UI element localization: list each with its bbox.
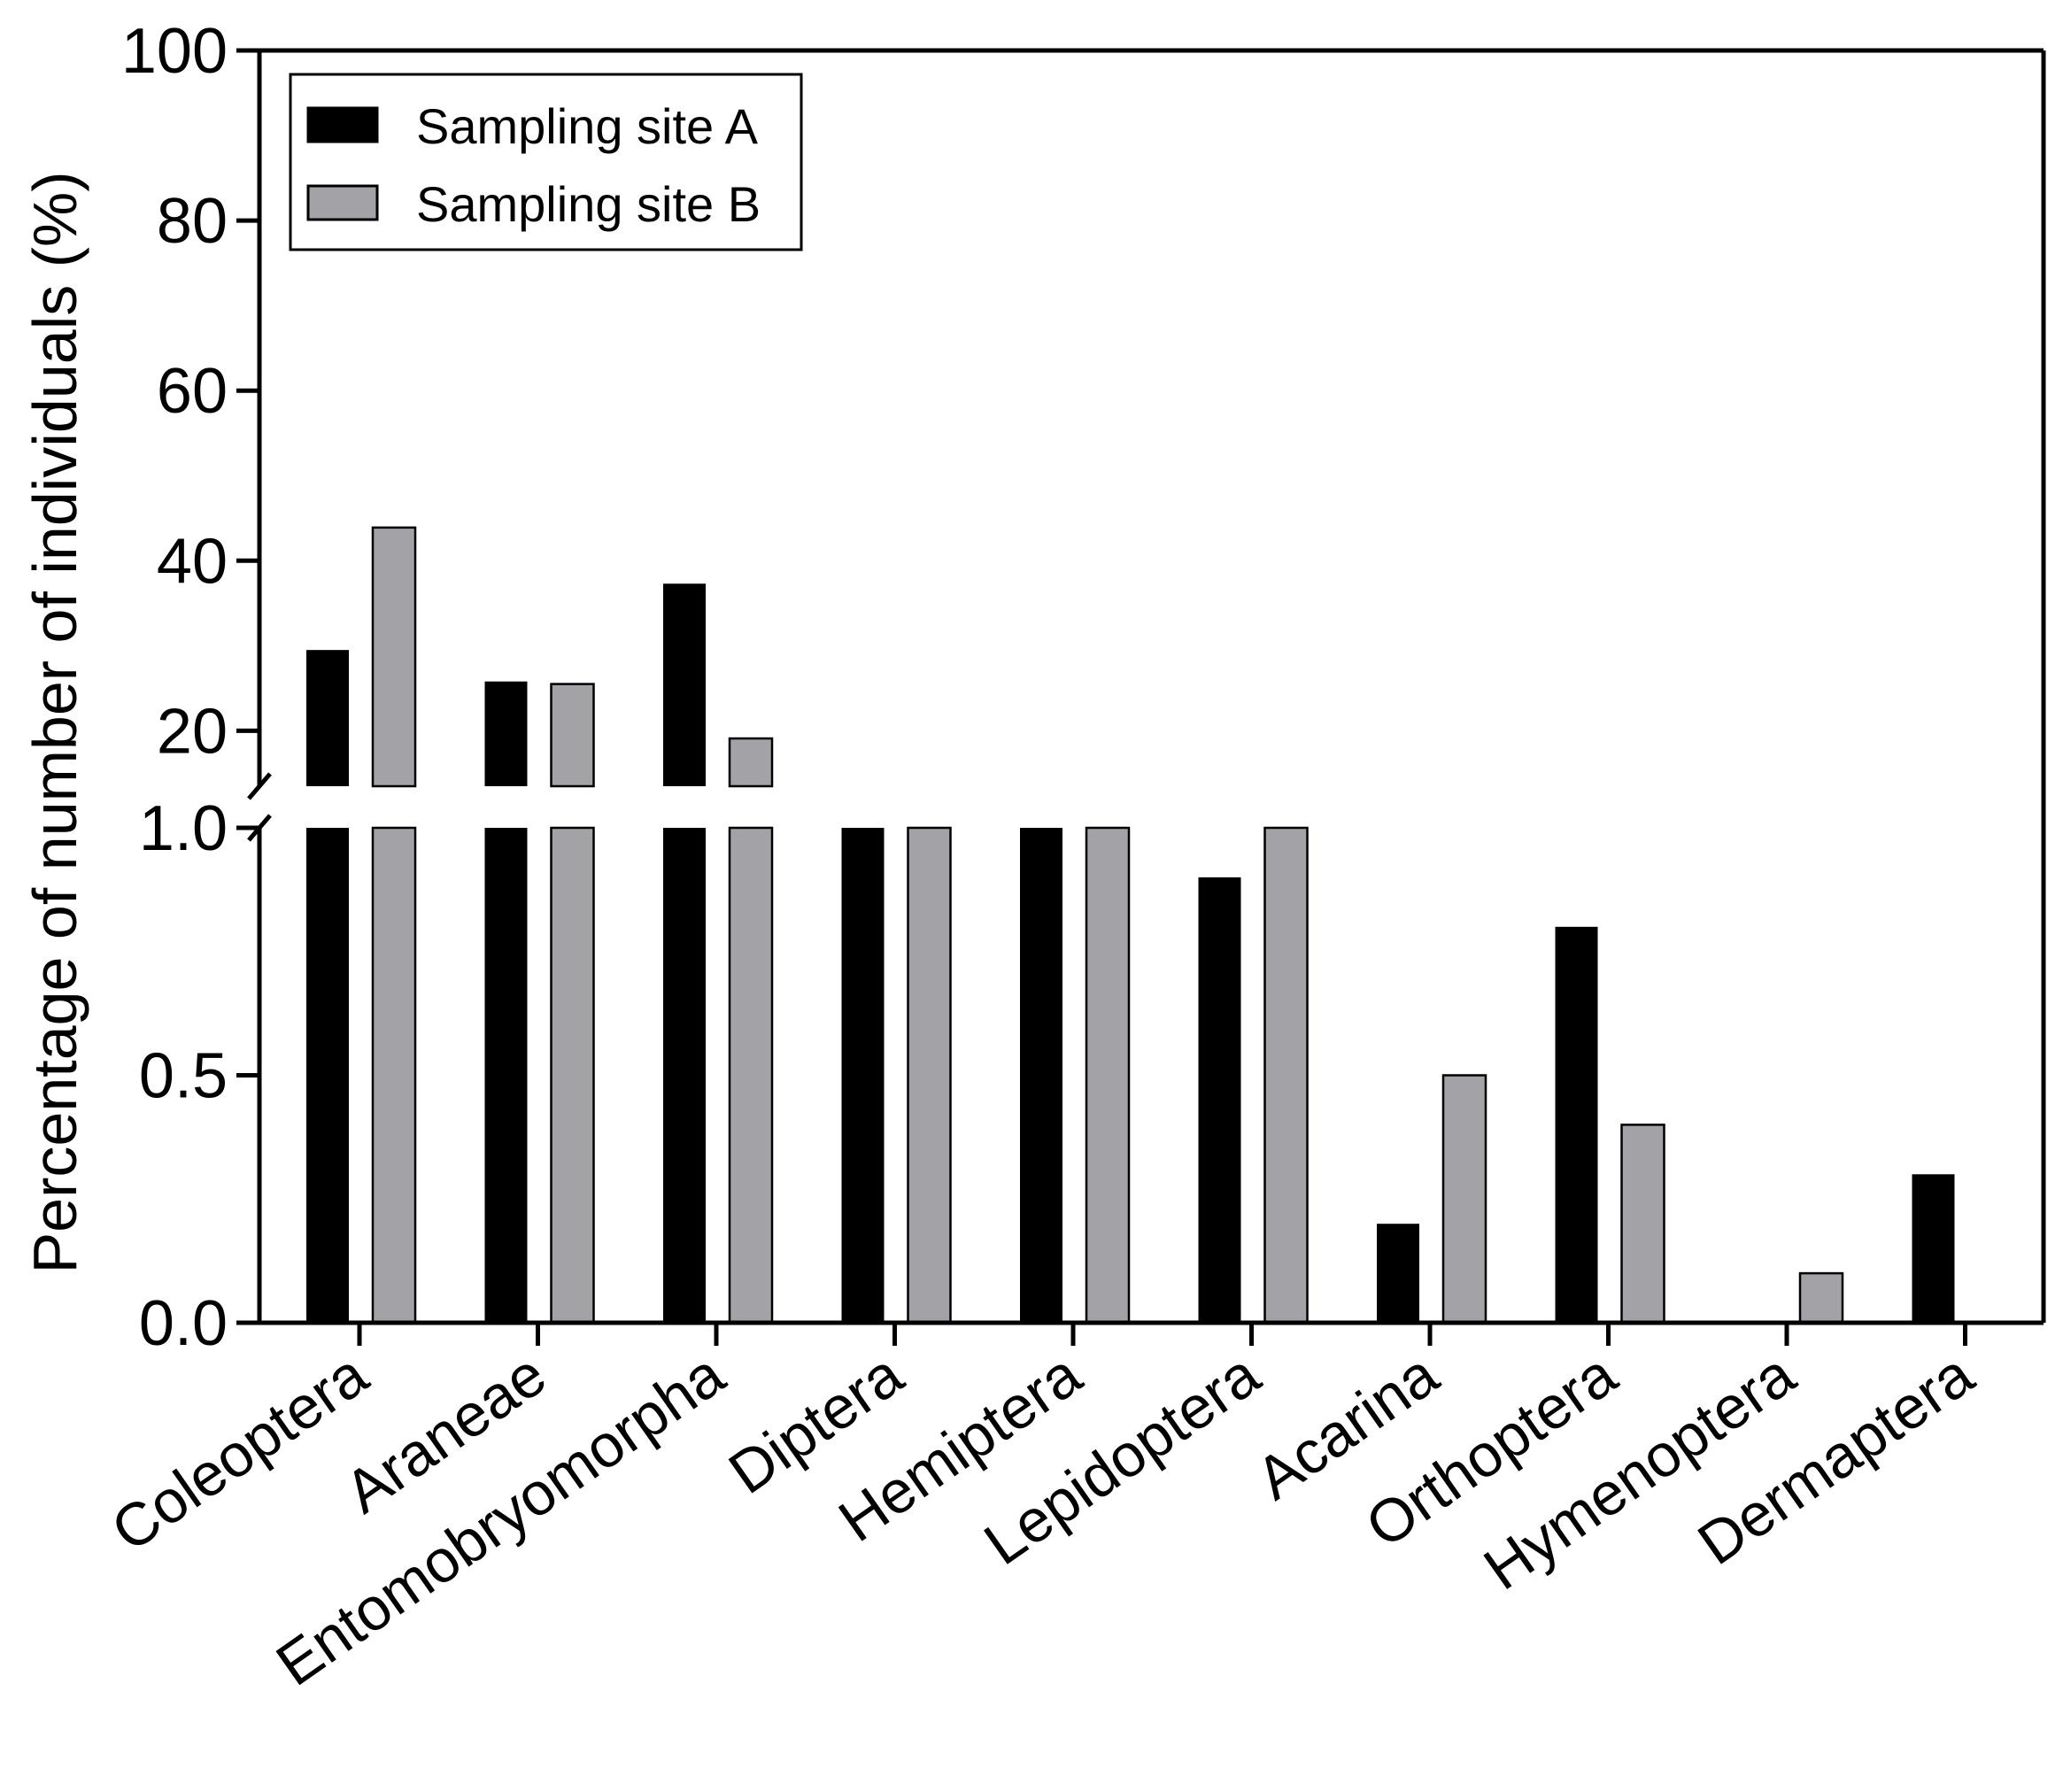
- bar-b-lower: [550, 826, 595, 1325]
- bar-a-lower: [841, 828, 885, 1323]
- bar-b-lower: [1085, 826, 1131, 1325]
- y-tick-label: 1.0: [139, 793, 228, 864]
- bar-b: [1620, 1124, 1665, 1325]
- bar-a: [1555, 926, 1598, 1323]
- bar-a: [484, 681, 528, 786]
- category-label: Coleoptera: [100, 1340, 380, 1564]
- ticks-group: 0.0 0.5 1.0 20 40 60 80 100: [121, 16, 1967, 1359]
- bar-a-lower: [1020, 828, 1062, 1323]
- y-tick-label: 80: [157, 186, 228, 257]
- legend-swatch-site-b: [306, 184, 379, 221]
- legend-label-site-b: Sampling site B: [416, 176, 761, 232]
- y-tick-label: 100: [121, 16, 228, 87]
- bar-b-lower: [371, 826, 417, 1325]
- y-axis-title: Percentage of number of individuals (%): [20, 171, 89, 1273]
- bar-a: [663, 583, 706, 786]
- bar-b-lower: [728, 826, 774, 1325]
- legend-label-site-a: Sampling site A: [416, 98, 759, 154]
- bar-a: [1377, 1224, 1419, 1323]
- y-tick-label: 60: [157, 356, 228, 427]
- bar-b: [371, 526, 417, 788]
- bar-a-lower: [484, 828, 528, 1323]
- bar-b: [728, 737, 774, 788]
- y-tick-label: 20: [157, 696, 228, 767]
- category-labels-group: ColeopteraAraneaeEntomobryomorphaDiptera…: [100, 1340, 1986, 1699]
- bars-group: [306, 526, 1955, 1325]
- legend-swatch-site-a: [306, 106, 379, 143]
- category-label: Hymenoptera: [1472, 1340, 1807, 1603]
- bar-b: [550, 683, 595, 788]
- bar-a: [306, 650, 349, 786]
- axis-break-mark: [247, 772, 272, 800]
- bar-b: [1441, 1074, 1487, 1325]
- bar-b-lower: [907, 826, 952, 1325]
- y-tick-label: 0.0: [139, 1288, 228, 1359]
- bar-b: [1798, 1271, 1844, 1325]
- legend: Sampling site A Sampling site B: [289, 73, 803, 251]
- bar-a-lower: [306, 828, 349, 1323]
- bar-a: [1198, 877, 1241, 1323]
- y-tick-label: 40: [157, 526, 228, 597]
- bar-a-lower: [663, 828, 706, 1323]
- y-tick-label: 0.5: [139, 1041, 228, 1112]
- bar-a: [1912, 1174, 1955, 1323]
- bar-b-lower: [1263, 826, 1309, 1325]
